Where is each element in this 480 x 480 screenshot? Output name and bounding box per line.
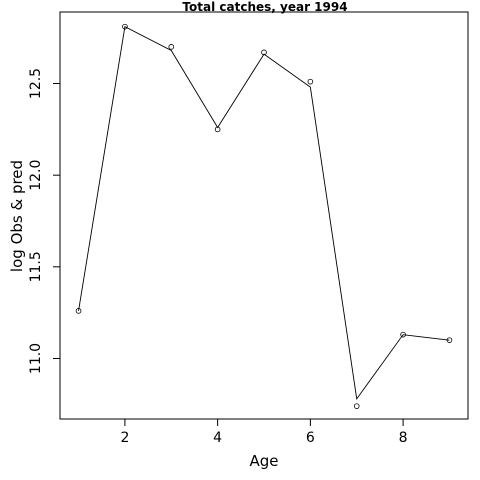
data-point <box>214 126 221 133</box>
data-point <box>446 337 453 343</box>
x-tick-label: 4 <box>213 430 222 446</box>
y-tick-label: 12.0 <box>28 160 44 191</box>
chart-title: Total catches, year 1994 <box>182 0 347 14</box>
y-tick-label: 11.0 <box>28 343 44 374</box>
y-axis-label: log Obs & pred <box>8 160 26 272</box>
y-tick-label: 11.5 <box>28 251 44 282</box>
data-point <box>168 44 175 50</box>
x-axis-label: Age <box>249 452 278 470</box>
y-tick-label: 12.5 <box>28 68 44 99</box>
x-axis: 2 4 6 8 <box>120 418 408 446</box>
series-line <box>78 25 450 400</box>
series-line-group <box>78 25 450 400</box>
data-point <box>75 308 82 314</box>
data-point <box>307 78 314 85</box>
x-tick-label: 6 <box>306 430 315 446</box>
series-points-group <box>75 23 453 409</box>
plot-frame <box>59 11 469 420</box>
data-point <box>261 49 267 56</box>
data-point <box>400 331 406 338</box>
x-tick-label: 8 <box>399 430 408 446</box>
y-axis: 11.0 11.5 12.0 12.5 <box>28 68 61 374</box>
data-point <box>353 403 360 409</box>
data-point <box>122 23 128 30</box>
x-tick-label: 2 <box>120 430 129 446</box>
